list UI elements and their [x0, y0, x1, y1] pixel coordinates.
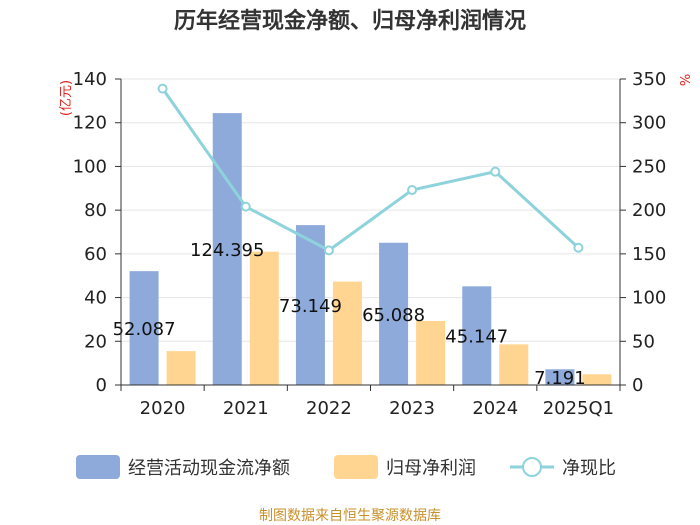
cashflow-bar: [129, 271, 159, 385]
cashflow-bar: [462, 286, 492, 385]
axes: 0 0 20 50 40 100 60 150 80 200 100 250 120 300 140 350 2…: [73, 69, 667, 419]
y2-tick-label: 300: [632, 113, 666, 134]
ratio-point: [240, 201, 251, 212]
ratio-point: [157, 83, 168, 94]
y2-tick-label: 50: [632, 331, 655, 352]
ratio-point: [407, 185, 418, 196]
bar-data-label: 124.395: [190, 240, 264, 261]
ratio-line: [157, 83, 584, 256]
y2-tick-label: 200: [632, 200, 666, 221]
y2-tick-label: 0: [632, 375, 643, 396]
netprofit-bar: [166, 351, 196, 385]
bar-data-label: 45.147: [445, 327, 508, 348]
cashflow-bar: [545, 369, 575, 385]
y-tick-label: 60: [84, 244, 107, 265]
legend-marker: [522, 457, 542, 477]
ratio-line-path: [161, 87, 580, 253]
cashflow-bar: [212, 113, 242, 386]
x-tick-label: 2023: [389, 398, 435, 419]
bars: [129, 113, 612, 386]
chart-title: 历年经营现金净额、归母净利润情况: [174, 8, 526, 34]
y-tick-label: 120: [73, 113, 107, 134]
y2-tick-label: 250: [632, 156, 666, 177]
cashflow-bar: [379, 242, 409, 385]
y2-axis-label: %: [679, 74, 694, 86]
y-tick-label: 20: [84, 331, 107, 352]
legend-label: 经营活动现金流净额: [128, 458, 290, 479]
bar-data-label: 52.087: [113, 319, 176, 340]
bar-data-label: 7.191: [534, 368, 586, 389]
bar-data-label: 65.088: [362, 305, 425, 326]
y-axis-label: (亿元): [59, 80, 74, 116]
legend: 经营活动现金流净额 归母净利润 净现比: [76, 455, 616, 479]
x-tick-label: 2022: [306, 398, 352, 419]
y2-tick-label: 100: [632, 288, 666, 309]
data-labels: 52.087 124.395 73.149 65.088 45.147 7.191: [113, 240, 586, 389]
gridlines: [121, 78, 620, 342]
y-tick-label: 0: [96, 375, 107, 396]
y2-tick-label: 350: [632, 69, 666, 90]
y-tick-label: 80: [84, 200, 107, 221]
ratio-point: [573, 242, 584, 253]
y-tick-label: 140: [73, 69, 107, 90]
netprofit-bar: [582, 374, 612, 385]
legend-swatch: [76, 455, 120, 479]
legend-label: 归母净利润: [386, 458, 476, 479]
netprofit-bar: [499, 344, 529, 385]
legend-swatch: [334, 455, 378, 479]
y-tick-label: 40: [84, 288, 107, 309]
y-tick-label: 100: [73, 156, 107, 177]
netprofit-bar: [332, 281, 362, 385]
netprofit-bar: [416, 320, 446, 385]
legend-label: 净现比: [562, 458, 616, 479]
x-tick-label: 2020: [140, 398, 186, 419]
ratio-point: [490, 166, 501, 177]
bar-data-label: 73.149: [279, 296, 342, 317]
x-tick-label: 2025Q1: [543, 398, 614, 419]
netprofit-bar: [249, 251, 279, 385]
x-tick-label: 2021: [223, 398, 269, 419]
cashflow-bar: [295, 225, 325, 385]
x-tick-label: 2024: [472, 398, 518, 419]
ratio-point: [323, 245, 334, 256]
source-note: 制图数据来自恒生聚源数据库: [259, 508, 441, 524]
y2-tick-label: 150: [632, 244, 666, 265]
